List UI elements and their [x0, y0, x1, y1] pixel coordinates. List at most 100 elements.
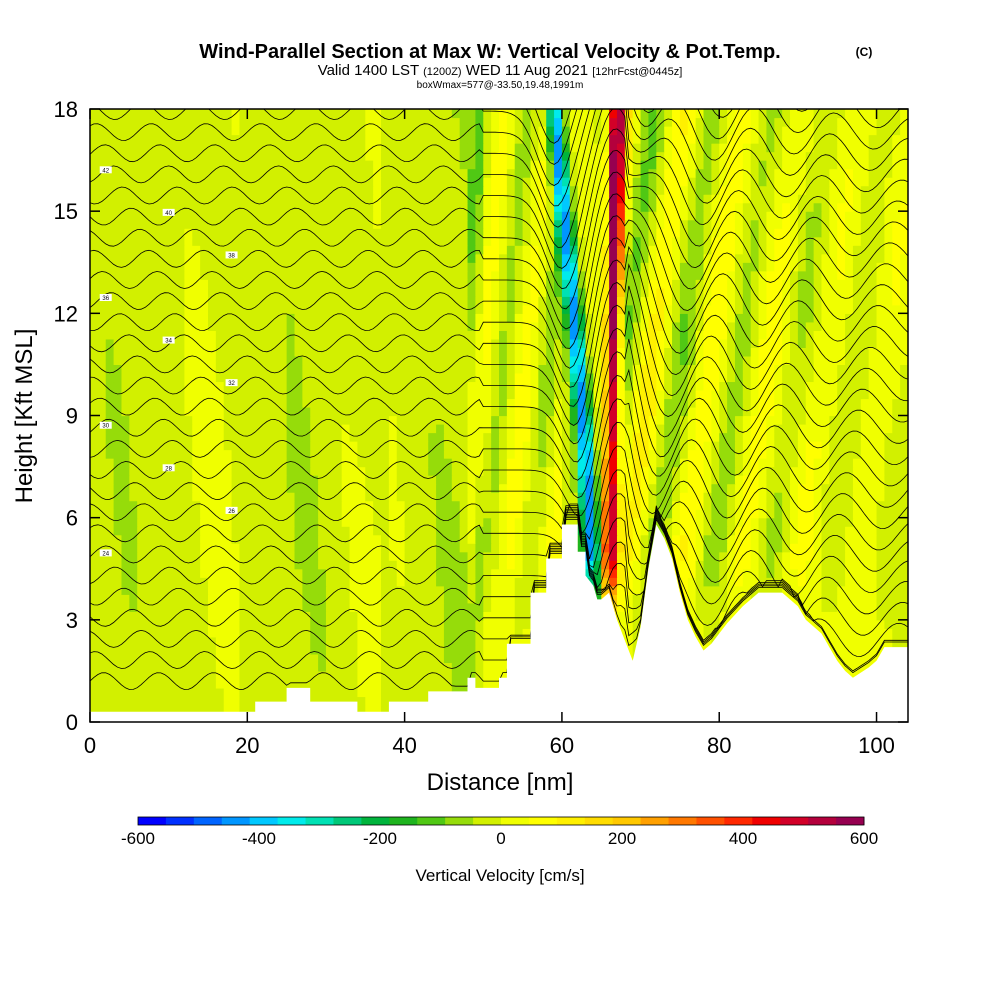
field-cell: [443, 338, 453, 348]
field-cell: [373, 670, 382, 681]
field-cell: [294, 475, 303, 485]
field-cell: [333, 424, 343, 434]
field-cell: [184, 526, 193, 536]
field-cell: [428, 355, 437, 366]
field-cell: [467, 424, 477, 434]
field-cell: [483, 628, 492, 638]
field-cell: [475, 543, 484, 553]
field-cell: [373, 492, 382, 502]
field-cell: [443, 619, 453, 629]
field-cell: [247, 449, 256, 459]
field-cell: [443, 628, 453, 638]
field-cell: [884, 636, 893, 646]
field-cell: [703, 347, 712, 357]
field-cell: [294, 492, 303, 502]
field-cell: [538, 560, 547, 570]
field-cell: [420, 347, 429, 357]
field-cell: [294, 381, 303, 391]
field-cell: [522, 568, 532, 578]
field-cell: [97, 432, 107, 442]
field-cell: [160, 628, 170, 638]
field-cell: [129, 517, 138, 527]
field-cell: [860, 321, 870, 331]
field-cell: [215, 679, 225, 689]
field-cell: [782, 364, 791, 374]
field-cell: [215, 577, 225, 587]
field-cell: [239, 517, 248, 527]
field-cell: [711, 338, 720, 348]
field-cell: [365, 389, 374, 400]
field-cell: [278, 517, 288, 527]
field-cell: [876, 628, 886, 638]
field-cell: [381, 441, 390, 451]
field-cell: [782, 577, 791, 587]
field-cell: [876, 424, 886, 434]
field-cell: [255, 696, 264, 706]
field-cell: [609, 500, 618, 510]
field-cell: [852, 645, 862, 655]
field-cell: [459, 466, 469, 476]
field-cell: [396, 577, 406, 587]
field-cell: [129, 696, 138, 706]
field-cell: [860, 628, 870, 638]
field-cell: [373, 662, 382, 672]
field-cell: [105, 372, 115, 383]
field-cell: [821, 517, 830, 527]
field-cell: [310, 585, 319, 595]
field-cell: [538, 424, 547, 434]
field-cell: [286, 551, 296, 561]
field-cell: [711, 466, 720, 476]
field-cell: [845, 585, 854, 595]
field-cell: [900, 509, 908, 519]
field-cell: [852, 585, 862, 595]
field-cell: [703, 330, 712, 340]
field-cell: [333, 662, 343, 672]
field-cell: [719, 449, 728, 459]
field-cell: [467, 543, 477, 553]
field-cell: [349, 398, 359, 408]
field-cell: [333, 389, 343, 400]
field-cell: [247, 330, 256, 340]
field-cell: [695, 321, 705, 331]
field-cell: [428, 372, 437, 383]
field-cell: [483, 458, 492, 468]
field-cell: [530, 509, 539, 519]
field-cell: [152, 619, 162, 629]
field-cell: [868, 347, 878, 357]
field-cell: [483, 483, 492, 493]
field-cell: [270, 526, 280, 536]
field-cell: [357, 466, 366, 476]
field-cell: [499, 381, 508, 391]
field-cell: [593, 355, 602, 366]
field-cell: [766, 441, 775, 451]
field-cell: [90, 398, 99, 408]
field-cell: [719, 611, 728, 621]
field-cell: [561, 415, 571, 425]
field-cell: [813, 509, 823, 519]
field-cell: [200, 560, 209, 570]
field-cell: [884, 398, 893, 408]
field-cell: [593, 449, 602, 459]
field-cell: [522, 321, 532, 331]
field-cell: [105, 653, 115, 663]
field-cell: [176, 338, 185, 348]
field-cell: [286, 321, 296, 331]
field-cell: [648, 458, 657, 468]
field-cell: [373, 696, 382, 706]
field-cell: [876, 441, 886, 451]
field-cell: [207, 415, 217, 425]
field-cell: [845, 424, 854, 434]
field-cell: [475, 458, 484, 468]
field-cell: [255, 526, 264, 536]
field-cell: [184, 653, 193, 663]
field-cell: [609, 347, 618, 357]
field-cell: [215, 364, 225, 374]
field-cell: [90, 679, 99, 689]
field-cell: [428, 577, 437, 587]
field-cell: [884, 406, 893, 417]
field-cell: [270, 687, 280, 698]
field-cell: [90, 560, 99, 570]
field-cell: [750, 509, 760, 519]
field-cell: [845, 611, 854, 621]
field-cell: [868, 560, 878, 570]
